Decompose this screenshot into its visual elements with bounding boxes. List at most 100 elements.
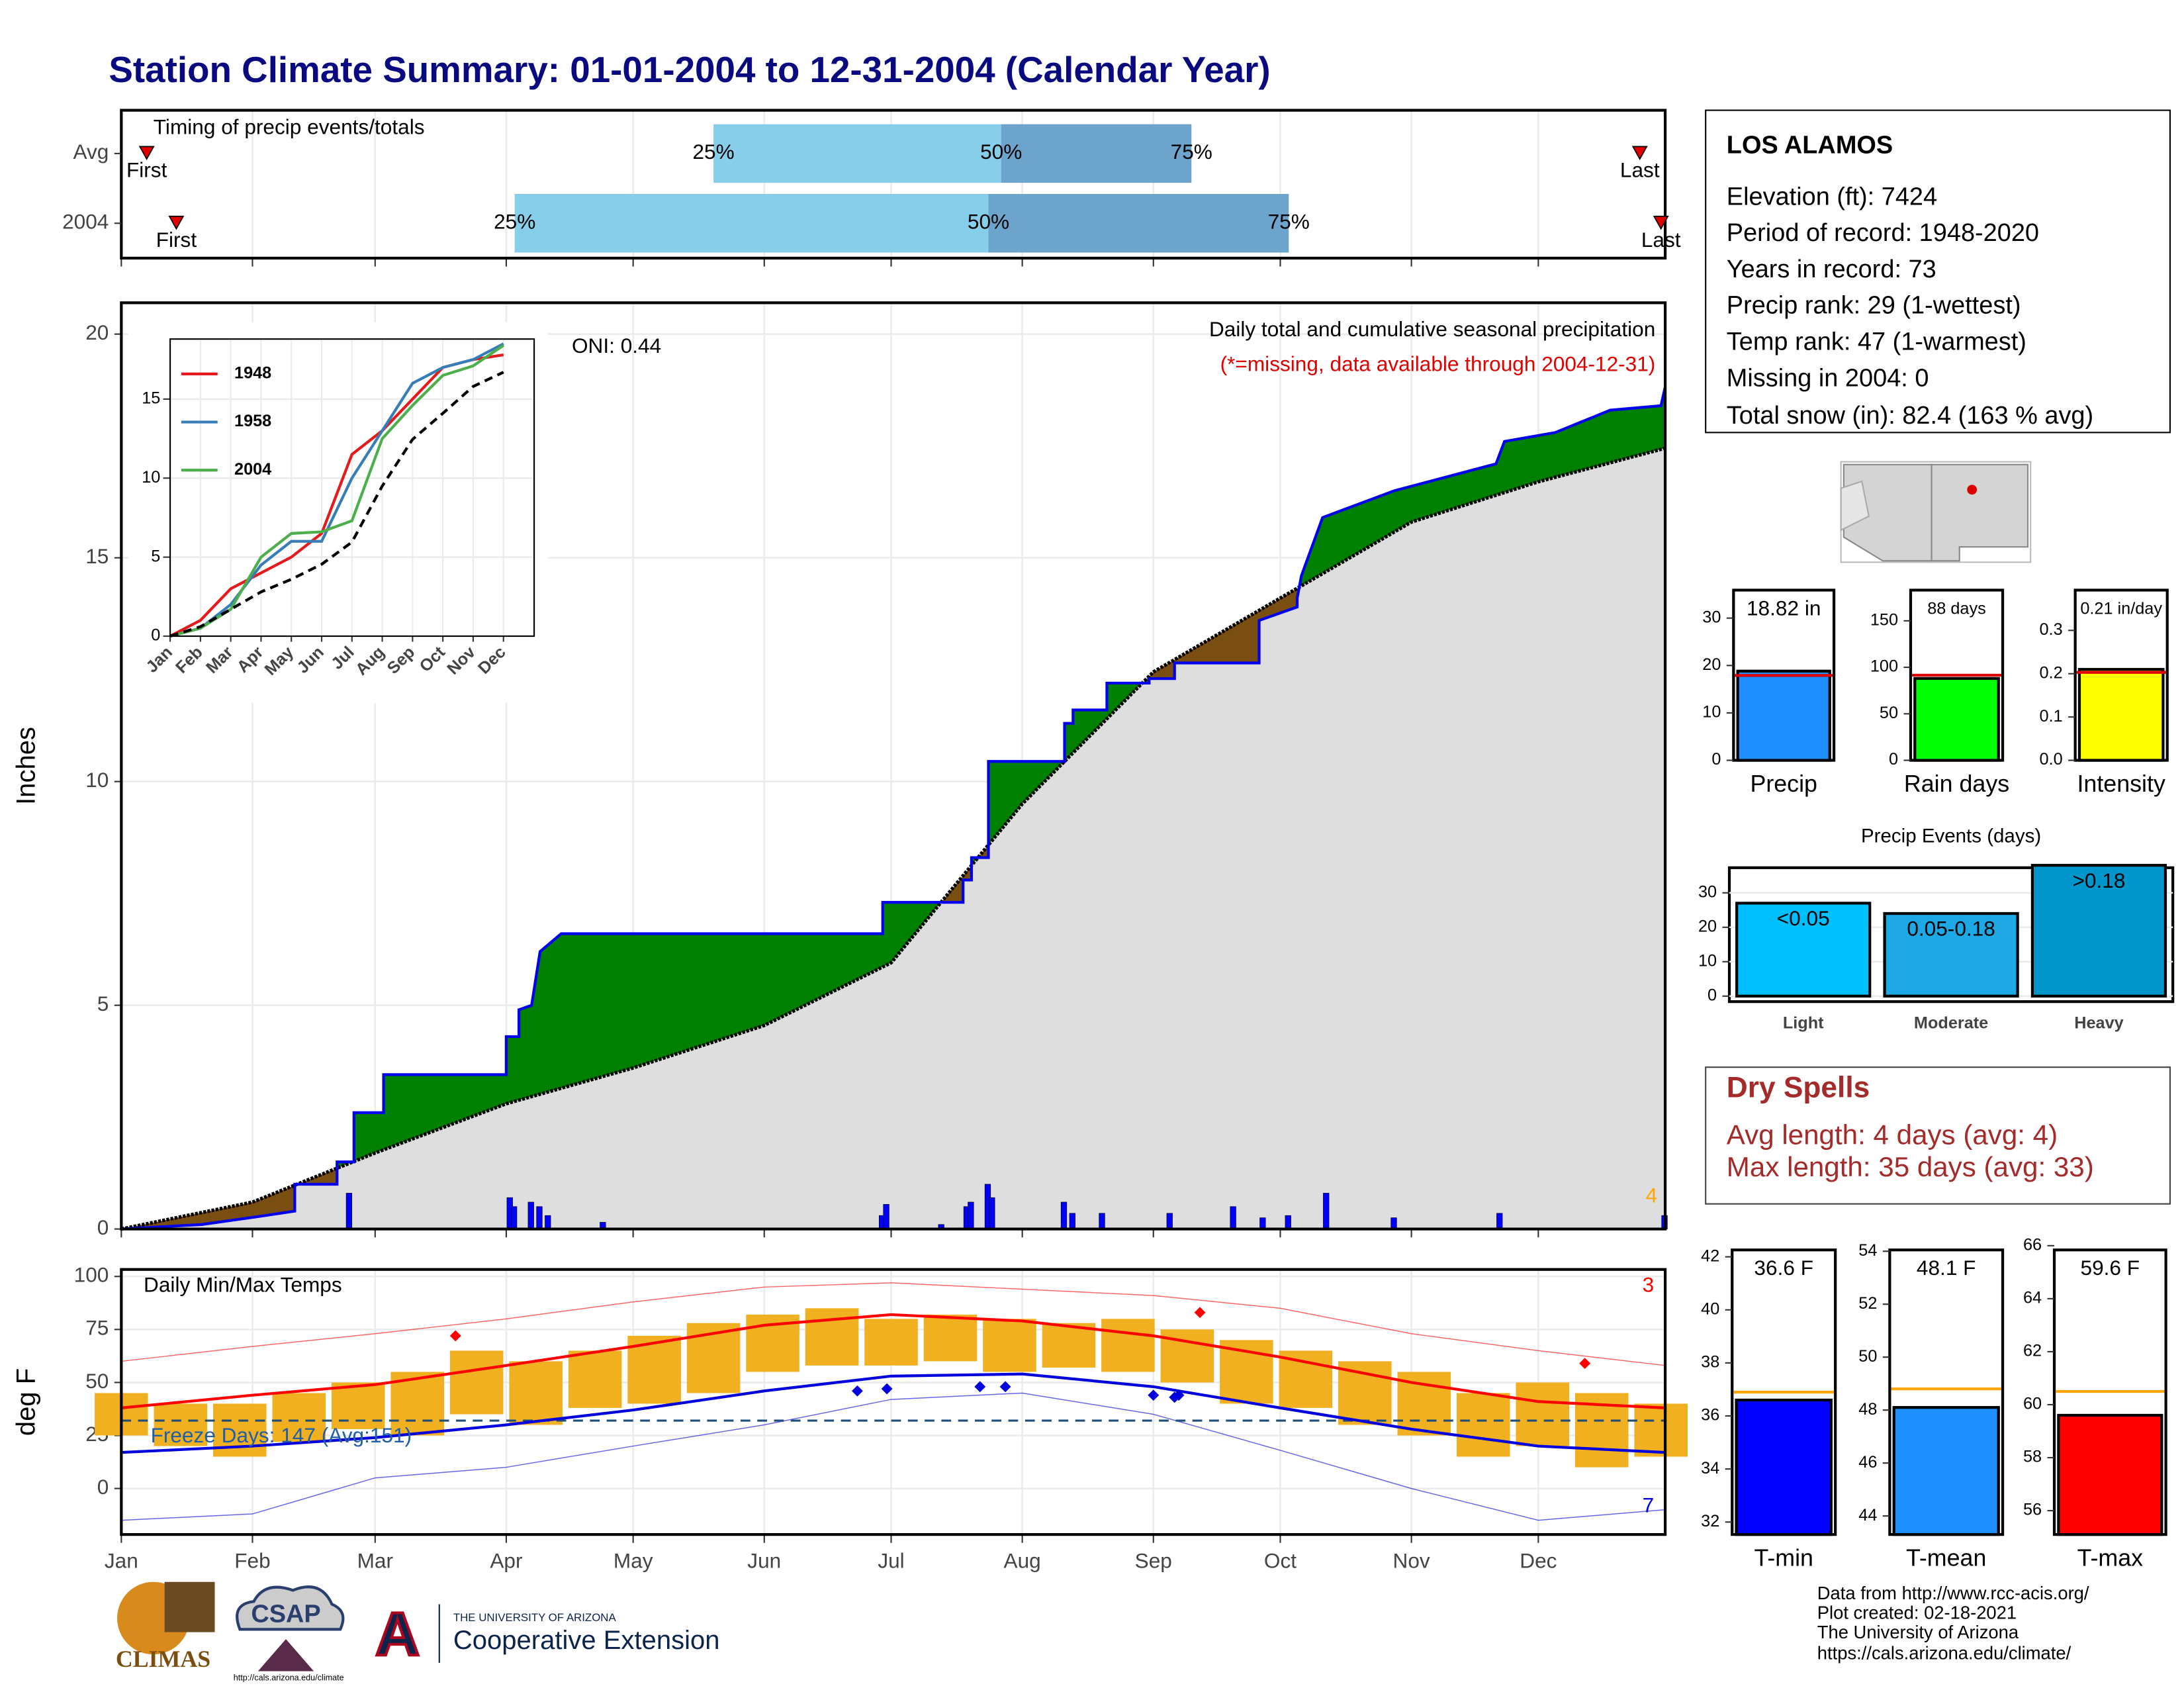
quartile-bar [514,194,989,253]
value-label: 59.6 F [2081,1256,2140,1280]
record-marker [974,1381,986,1393]
quartile-bar [988,194,1289,253]
dry-spells-box [1705,1066,2171,1205]
daily-range [509,1361,563,1425]
y-tick-label: 0 [151,626,160,645]
daily-bar [545,1215,551,1230]
y-tick-label: 10 [85,768,109,792]
map-state [1931,463,2029,562]
snow-count: 4 [1646,1183,1658,1207]
daily-bar [536,1206,543,1230]
y-tick-label: 0.0 [2040,750,2063,769]
quartile-label: 75% [1171,140,1212,164]
csap-mountain [257,1639,314,1671]
y-tick-label: 15 [85,544,109,568]
y-tick-label: 34 [1701,1459,1719,1477]
event-marker [168,215,185,230]
y-axis-title: deg F [12,1368,41,1436]
daily-bar [1496,1213,1503,1230]
record-marker [1148,1389,1160,1401]
bin-label: >0.18 [2072,868,2125,892]
y-tick-label: 38 [1701,1353,1719,1372]
quartile-bar [1001,124,1192,183]
gauge-label: Rain days [1904,771,2009,797]
station-name: LOS ALAMOS [1727,131,1893,159]
y-tick-label: 20 [85,320,109,344]
daily-bar [345,1193,353,1230]
y-tick-label: 0 [97,1475,109,1499]
value-label: 36.6 F [1754,1256,1813,1280]
quartile-label: 25% [494,210,535,234]
y-tick-label: 100 [74,1263,109,1287]
y-tick-label: Avg [73,140,109,164]
y-tick-label: 100 [1870,657,1898,676]
daily-range [1101,1319,1155,1372]
dry-spells-title: Dry Spells [1727,1072,1870,1104]
logos: CLIMAS CSAP http://cals.arizona.edu/clim… [116,1581,719,1682]
gauge-label: Precip [1750,771,1817,797]
record-low-count: 7 [1643,1493,1655,1517]
gauge-bar [1892,1406,2000,1536]
bar [1735,902,1872,998]
plot-frame [120,301,1667,1231]
station-box [1705,109,2171,434]
quartile-label: 50% [968,210,1009,234]
y-tick-label: 10 [142,468,160,487]
event-label: First [156,228,197,252]
oni-label: ONI: 0.44 [572,334,661,357]
y-tick-label: 62 [2023,1342,2042,1360]
y-tick-label: 60 [2023,1395,2042,1413]
y-tick-label: 0.1 [2040,707,2063,726]
gauge-bar [1735,1398,1833,1536]
legend-label: 2004 [234,460,271,479]
daily-bar [1259,1217,1266,1230]
y-tick-label: 36 [1701,1406,1719,1425]
y-tick-label: 40 [1701,1299,1719,1318]
y-tick-label: 54 [1858,1241,1877,1260]
daily-bar [1069,1213,1075,1230]
daily-bar [883,1204,889,1230]
quartile-bar [713,124,1001,183]
daily-range [864,1319,918,1366]
x-tick-label: Aug [1004,1549,1041,1573]
event-marker [138,146,155,161]
station-line: Period of record: 1948-2020 [1727,219,2039,247]
csap-cloud [236,1585,345,1631]
daily-range [1634,1403,1688,1457]
y-tick-label: 30 [1702,608,1721,626]
gauge-label: T-max [2077,1545,2144,1571]
x-tick-label: Light [1783,1014,1824,1033]
footer-line: The University of Arizona [1817,1622,2019,1642]
y-tick-label: 30 [1698,882,1717,901]
x-tick-label: Jul [878,1549,904,1573]
x-tick-label: May [614,1549,653,1573]
quartile-label: 75% [1268,210,1310,234]
record-marker [1173,1389,1185,1401]
daily-bar [527,1201,534,1230]
x-tick-label: Feb [234,1549,270,1573]
daily-bar [1285,1215,1291,1230]
daily-range [449,1350,504,1415]
y-tick-label: 32 [1701,1512,1719,1530]
map-state [1840,480,1870,532]
climas-block [164,1581,215,1632]
y-tick-label: 56 [2023,1501,2042,1519]
freeze-note: Freeze Days: 147 (Avg:151) [151,1423,412,1447]
value-label: 0.21 in/day [2080,600,2162,618]
daily-range [154,1403,208,1446]
daily-bar [1230,1206,1236,1230]
x-tick-label: Jun [747,1549,781,1573]
daily-range [272,1393,326,1442]
station-line: Temp rank: 47 (1-warmest) [1727,328,2026,356]
value-label: 88 days [1927,600,1986,618]
y-tick-label: 58 [2023,1448,2042,1466]
series-line [169,342,504,638]
daily-bar [1099,1213,1105,1230]
gauge-bar [2057,1413,2163,1536]
footer-line: Data from http://www.rcc-acis.org/ [1817,1583,2089,1603]
event-label: Last [1620,158,1660,182]
y-tick-label: 0 [1711,750,1721,769]
gauge-label: T-min [1754,1545,1813,1571]
